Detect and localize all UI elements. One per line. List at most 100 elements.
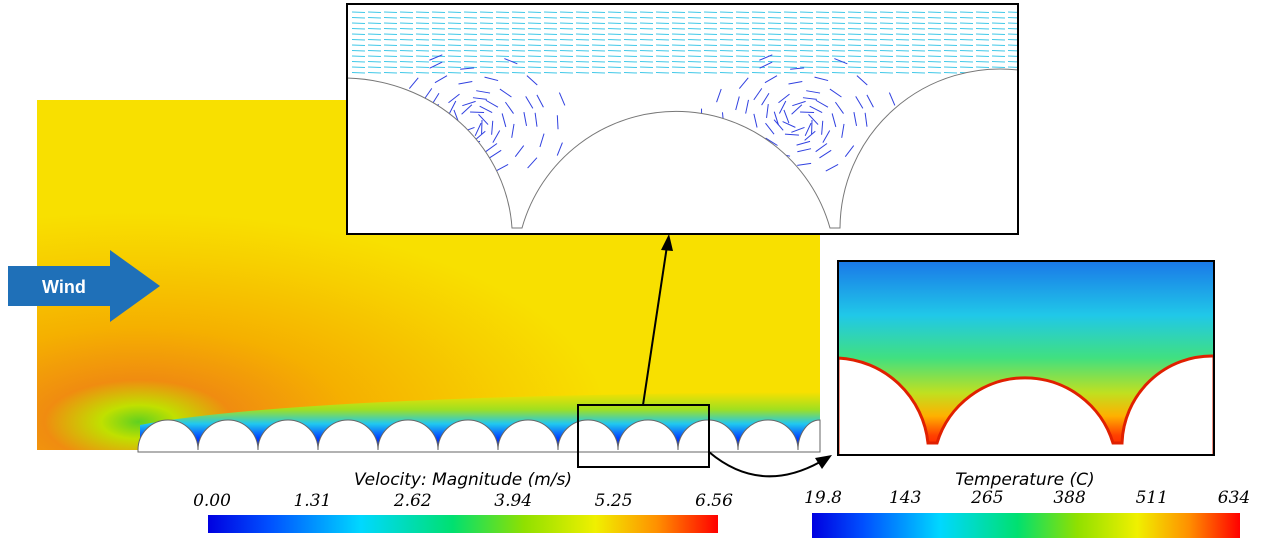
vector	[735, 11, 750, 13]
vector	[703, 22, 718, 24]
vector	[847, 39, 862, 41]
vector	[943, 33, 958, 35]
vector	[911, 72, 926, 74]
vector	[735, 61, 750, 63]
vector	[959, 11, 974, 13]
vector	[447, 66, 462, 68]
vector	[623, 28, 638, 30]
vector	[623, 22, 638, 24]
vector	[778, 100, 787, 114]
vector	[767, 28, 782, 30]
vector	[687, 39, 702, 41]
vector	[383, 50, 398, 52]
vector	[447, 61, 462, 63]
vector	[784, 133, 799, 136]
vector	[543, 39, 558, 41]
vector	[735, 66, 750, 68]
vector	[792, 100, 806, 107]
vector	[671, 72, 686, 74]
vector	[448, 93, 460, 104]
vector	[975, 55, 990, 57]
vector	[415, 66, 430, 68]
vector	[383, 61, 398, 63]
vector	[559, 50, 574, 52]
vector	[751, 61, 766, 63]
vector	[447, 11, 462, 13]
vector	[719, 33, 734, 35]
vector	[927, 28, 942, 30]
vector	[751, 28, 766, 30]
vector	[543, 28, 558, 30]
vector	[408, 77, 419, 89]
vector	[847, 17, 862, 19]
connector	[708, 451, 821, 478]
vector	[751, 11, 766, 13]
vector	[959, 28, 974, 30]
vector	[1007, 44, 1018, 46]
vector	[639, 11, 654, 13]
vector	[514, 145, 525, 158]
vector	[814, 76, 829, 82]
vector	[735, 72, 750, 74]
vector	[815, 17, 830, 19]
vector	[844, 145, 855, 158]
vector	[543, 44, 558, 46]
vector	[639, 72, 654, 74]
vector	[1007, 39, 1018, 41]
vector	[783, 50, 798, 52]
vector	[927, 33, 942, 35]
vector	[591, 39, 606, 41]
vector	[911, 66, 926, 68]
colorbar-tick-label: 388	[1053, 488, 1086, 508]
vector	[431, 17, 446, 19]
vector	[783, 33, 798, 35]
vector	[671, 61, 686, 63]
vector	[499, 88, 512, 98]
vector	[447, 44, 462, 46]
vector	[543, 33, 558, 35]
connector	[642, 245, 668, 406]
vector	[879, 55, 894, 57]
vector	[479, 61, 494, 63]
vector	[472, 97, 487, 100]
vector	[735, 50, 750, 52]
vector	[765, 137, 778, 146]
vector	[863, 11, 878, 13]
vector	[460, 67, 475, 70]
vector	[559, 22, 574, 24]
colorbar-tick-label: 2.62	[393, 491, 432, 511]
vector	[806, 90, 821, 94]
vector	[607, 28, 622, 30]
vector	[484, 76, 499, 82]
vector	[943, 44, 958, 46]
vector	[991, 44, 1006, 46]
vector	[559, 33, 574, 35]
vector	[943, 22, 958, 24]
vector	[847, 11, 862, 13]
vector	[495, 44, 510, 46]
vector	[639, 22, 654, 24]
vector	[655, 44, 670, 46]
vector	[671, 55, 686, 57]
legend-title: Temperature (C)	[955, 470, 1094, 490]
vector	[783, 39, 798, 41]
vector	[753, 88, 763, 101]
vector	[478, 114, 489, 125]
vector	[687, 72, 702, 74]
vector	[655, 72, 670, 74]
vector	[556, 142, 563, 156]
vector	[429, 61, 443, 69]
vector	[623, 55, 638, 57]
vector	[831, 55, 846, 57]
vector	[943, 55, 958, 57]
vector	[543, 72, 558, 74]
vector	[575, 61, 590, 63]
vector	[671, 28, 686, 30]
vector	[639, 44, 654, 46]
vector	[479, 11, 494, 13]
vector	[559, 17, 574, 19]
vector	[383, 22, 398, 24]
vector	[815, 61, 830, 63]
vector	[879, 22, 894, 24]
